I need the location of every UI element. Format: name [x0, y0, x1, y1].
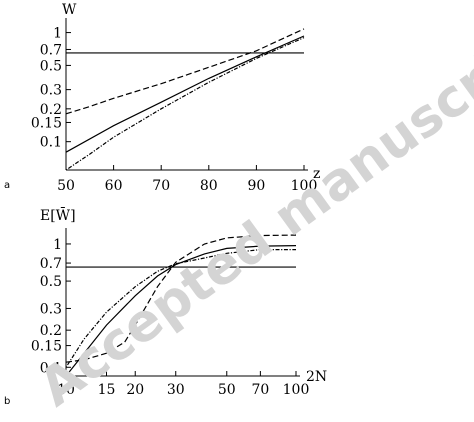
- y-tick-label: 0.1: [40, 360, 62, 376]
- x-tick-label: 50: [57, 178, 75, 194]
- panel-tag: a: [4, 180, 10, 191]
- x-tick-label: 100: [283, 382, 310, 398]
- x-tick-label: 70: [152, 178, 170, 194]
- y-tick-label: 1: [53, 237, 62, 253]
- x-axis-label: z: [313, 166, 320, 182]
- y-tick-label: 0.15: [31, 115, 62, 131]
- series-line-solid: [65, 245, 297, 377]
- series-line-dotdash: [65, 249, 296, 368]
- y-tick-label: 0.7: [40, 42, 62, 58]
- x-tick-label: 20: [126, 382, 144, 398]
- y-tick-label: 0.3: [40, 83, 62, 99]
- x-tick-label: 50: [218, 382, 236, 398]
- panel-tag: b: [4, 396, 10, 407]
- y-tick-label: 0.5: [40, 274, 62, 290]
- y-axis-label: W: [62, 2, 77, 18]
- series-line-solid: [65, 35, 305, 153]
- watermark: Accepted manuscript: [28, 5, 474, 418]
- series-line-dotdash: [65, 37, 305, 171]
- y-tick-label: 1: [53, 26, 62, 42]
- x-tick-label: 90: [247, 178, 265, 194]
- x-tick-label: 100: [291, 178, 318, 194]
- y-axis-label: E[W̄]: [40, 206, 76, 224]
- y-tick-label: 0.5: [40, 58, 62, 74]
- x-tick-label: 80: [200, 178, 218, 194]
- x-tick-label: 30: [167, 382, 185, 398]
- y-tick-label: 0.15: [31, 339, 62, 355]
- y-tick-label: 0.7: [40, 256, 62, 272]
- y-tick-label: 0.1: [40, 135, 62, 151]
- y-tick-label: 0.2: [40, 323, 62, 339]
- x-tick-label: 60: [105, 178, 123, 194]
- y-tick-label: 0.2: [40, 102, 62, 118]
- x-tick-label: 10: [57, 382, 75, 398]
- series-line-dashed: [65, 28, 305, 115]
- x-tick-label: 70: [251, 382, 269, 398]
- series-line-dashed: [65, 234, 297, 363]
- x-axis-label: 2N: [306, 369, 327, 385]
- y-tick-label: 0.3: [40, 301, 62, 317]
- x-tick-label: 15: [98, 382, 116, 398]
- panel-a: 10.70.5 0.3 0.20.15 0.1 50 60 70 80 90 100 Wz a: [4, 2, 320, 194]
- panel-b: 1 0.7 0.5 0.3 0.20.15 0.1 10 15 20 30 50 70 100 E[W̄]…: [4, 206, 327, 407]
